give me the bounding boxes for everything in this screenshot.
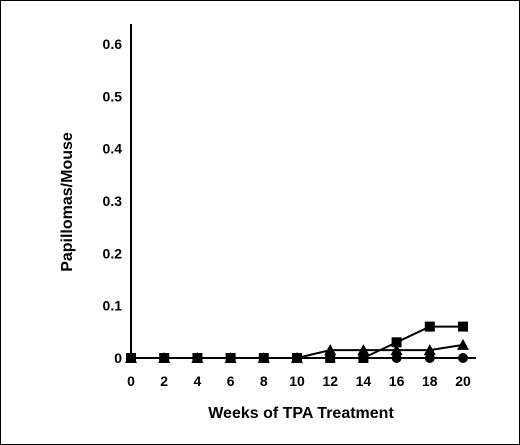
y-tick-label: 0.2: [103, 245, 123, 261]
x-tick-label: 12: [322, 373, 338, 389]
data-point-square: [126, 353, 136, 363]
data-point-square: [225, 353, 236, 363]
x-tick-label: 2: [160, 373, 168, 389]
data-point-triangle: [324, 344, 337, 356]
x-tick-label: 20: [455, 373, 471, 389]
data-point-circle: [458, 353, 468, 363]
x-tick-label: 10: [289, 373, 305, 389]
x-tick-label: 0: [127, 373, 135, 389]
y-tick-label: 0.1: [103, 298, 123, 314]
x-tick-labels: 0 2 4 6 8 10 12 14 16 18 20: [127, 373, 471, 389]
x-tick-label: 4: [194, 373, 202, 389]
data-point-triangle: [390, 344, 403, 356]
y-tick-labels: 0 0.1 0.2 0.3 0.4 0.5 0.6: [103, 36, 123, 366]
data-point-square: [391, 337, 402, 348]
x-tick-label: 8: [260, 373, 268, 389]
y-tick-label: 0.3: [103, 193, 123, 209]
data-point-square: [325, 353, 336, 363]
data-point-square: [159, 353, 170, 363]
x-axis-title: Weeks of TPA Treatment: [208, 405, 394, 422]
data-point-triangle: [423, 344, 436, 356]
series-layer: [125, 321, 469, 363]
data-point-square: [258, 353, 269, 363]
y-axis-title: Papillomas/Mouse: [59, 132, 76, 272]
data-point-circle: [391, 353, 402, 363]
data-point-triangle: [357, 344, 370, 356]
x-tick-label: 14: [356, 373, 372, 389]
y-tick-label: 0.5: [103, 88, 123, 104]
x-tick-label: 18: [422, 373, 438, 389]
y-tick-label: 0: [114, 350, 122, 366]
data-point-square: [358, 353, 369, 363]
series-square: [126, 321, 468, 363]
y-tick-label: 0.4: [103, 141, 123, 157]
y-tick-label: 0.6: [103, 36, 123, 52]
data-point-circle: [424, 353, 435, 363]
data-point-square: [192, 353, 203, 363]
data-point-square: [292, 353, 302, 363]
axes: [130, 24, 476, 359]
x-tick-label: 16: [389, 373, 405, 389]
data-point-square: [424, 321, 435, 332]
data-point-square: [458, 321, 468, 332]
x-tick-label: 6: [227, 373, 235, 389]
data-point-triangle: [457, 338, 469, 350]
